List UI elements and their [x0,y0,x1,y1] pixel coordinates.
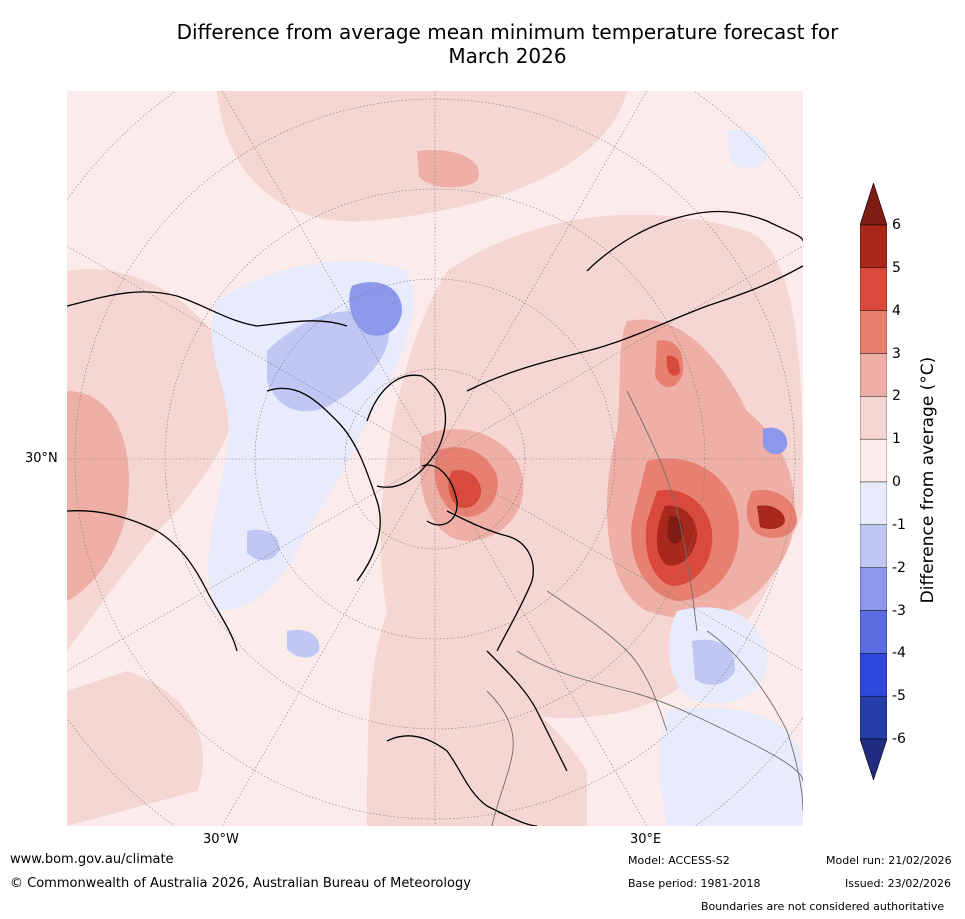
model-run: Model run: 21/02/2026 [826,854,952,867]
colorbar-band [860,567,887,611]
coastline-greenland [366,374,447,488]
anomaly-cool-north-pacific [727,129,767,169]
issued-date: Issued: 23/02/2026 [845,877,952,890]
anomaly-cooler-asia [692,639,736,685]
border-line [626,390,698,632]
anomaly-cold-baffin [349,282,402,336]
anomaly-region-pacific [67,671,204,826]
anomaly-cool-himalaya [659,707,803,826]
base-period: Base period: 1981-2018 [628,877,761,890]
map-canvas [67,91,803,826]
border-line [706,630,803,812]
coastline-baltic [486,650,568,772]
anomaly-region-europe [367,611,587,826]
colorbar-tick-label: 5 [892,259,901,276]
anomaly-hottest-east [757,505,785,529]
title-line-1: Difference from average mean minimum tem… [176,20,839,44]
lat-label-30n: 30°N [25,451,58,466]
colorbar-band [860,224,887,269]
anomaly-warm-west-pacific [67,391,129,601]
colorbar-tick-label: -5 [892,688,906,705]
anomaly-cold-east [763,427,788,455]
lon-label-30w: 30°W [203,832,239,847]
colorbar-tick-label: -1 [892,516,906,533]
anomaly-cooler-canada [267,311,389,412]
colorbar-band [860,438,887,483]
parallel-circle [344,368,526,550]
colorbar-max-arrow [860,183,887,226]
coastline-alaska [67,291,348,327]
graticule [67,91,803,826]
coastline-europe-south [386,735,538,826]
anomaly-peak-siberia [667,515,684,544]
colorbar-band [860,396,887,440]
colorbar-band [860,695,887,740]
colorbar-tick-label: 1 [892,431,901,448]
model-name: Model: ACCESS-S2 [628,854,730,867]
coastline-chukotka [586,210,803,272]
colorbar-band [860,310,887,354]
colorbar-band [860,653,887,697]
colorbar-bands [860,183,887,780]
colorbar-band [860,610,887,654]
coastline-scandinavia [446,510,534,652]
colorbar-label: Difference from average (°C) [918,356,938,604]
colorbar-band [860,267,887,311]
colorbar-tick-label: 2 [892,388,901,405]
colorbar-band [860,353,887,397]
colorbar [860,183,887,780]
colorbar-tick-label: -2 [892,559,906,576]
boundaries-disclaimer: Boundaries are not considered authoritat… [701,900,945,913]
coastline-north-america-west [67,510,238,652]
anomaly-warm-north-pole [417,150,479,188]
colorbar-tick-label: 0 [892,474,901,490]
coastline-siberia-north [466,265,803,392]
country-borders [486,390,803,826]
border-line [546,590,668,732]
colorbar-tick-label: -6 [892,731,906,747]
colorbar-tick-label: 6 [892,217,901,233]
anomaly-cooler-pacific [287,629,320,658]
anomaly-hot-north [666,355,680,376]
title-line-2: March 2026 [448,44,567,68]
meridian-line [221,91,648,826]
coastlines [67,210,803,826]
copyright: © Commonwealth of Australia 2026, Austra… [10,876,471,891]
colorbar-tick-label: -3 [892,602,906,619]
chart-title: Difference from average mean minimum tem… [95,20,920,68]
lon-label-30e: 30°E [630,832,662,847]
anomaly-cooler-south [247,529,280,561]
parallel-circle [254,278,616,640]
colorbar-min-arrow [860,738,887,780]
forecast-map [67,91,803,826]
border-line [516,650,803,782]
coastline-svalbard [421,464,458,526]
colorbar-band [860,481,887,526]
colorbar-tick-label: 3 [892,345,901,362]
colorbar-tick-label: -4 [892,645,906,662]
border-line [486,690,514,826]
coastline-hudson [266,387,381,582]
colorbar-tick-label: 4 [892,302,901,319]
website-link[interactable]: www.bom.gov.au/climate [10,852,174,867]
colorbar-band [860,524,887,568]
